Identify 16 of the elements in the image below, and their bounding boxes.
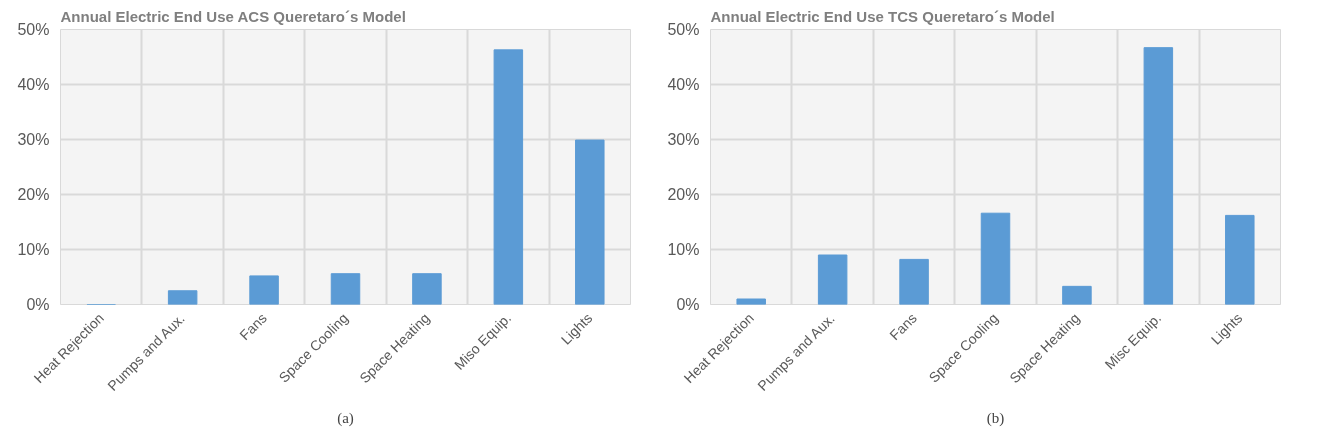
y-tick-label: 0% <box>676 296 700 313</box>
y-tick-label: 20% <box>17 186 50 203</box>
y-tick-label: 30% <box>17 131 50 148</box>
y-tick-label: 40% <box>667 76 700 93</box>
text: (a) <box>337 409 354 427</box>
y-tick-label: 10% <box>17 241 50 258</box>
y-tick-label: 50% <box>17 21 50 38</box>
chart-title: Annual Electric End Use TCS Queretaro´s Model <box>710 7 1055 25</box>
y-tick-label: 20% <box>667 186 700 203</box>
text: (b) <box>986 409 1005 427</box>
y-tick-label: 40% <box>17 76 50 93</box>
y-tick-label: 0% <box>26 296 50 313</box>
y-tick-label: 10% <box>667 241 700 258</box>
y-tick-label: 50% <box>667 21 700 38</box>
chart-title: Annual Electric End Use ACS Queretaro´s Model <box>60 7 406 25</box>
y-tick-label: 30% <box>667 131 700 148</box>
